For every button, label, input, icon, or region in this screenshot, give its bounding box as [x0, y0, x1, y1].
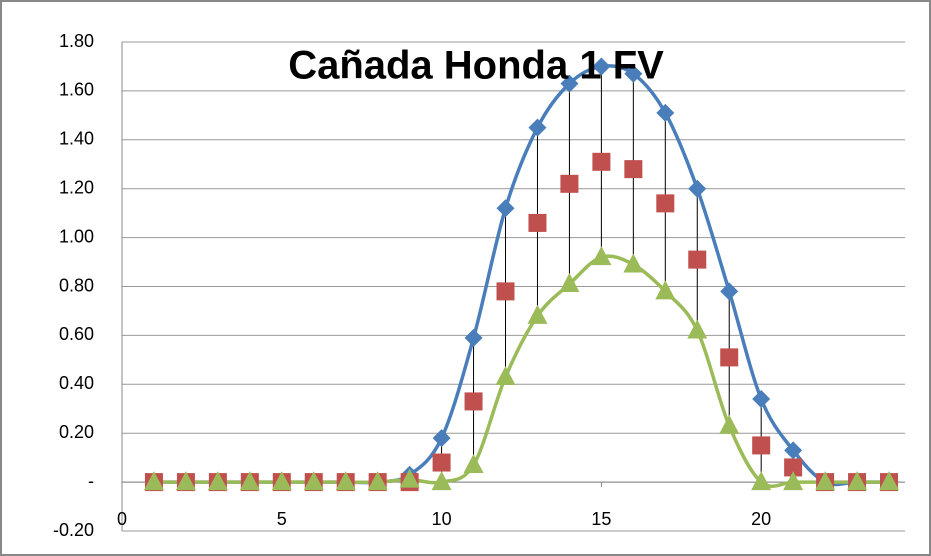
- marker: [783, 471, 804, 491]
- y-tick-label: 0.80: [59, 275, 94, 295]
- marker: [495, 365, 516, 385]
- marker: [496, 199, 515, 218]
- y-tick-label: 1.60: [59, 80, 94, 100]
- marker: [431, 471, 452, 491]
- marker: [432, 453, 451, 472]
- x-tick-label: 20: [751, 509, 771, 529]
- marker: [719, 414, 740, 434]
- y-tick-label: -0.20: [53, 520, 94, 540]
- marker: [720, 348, 739, 367]
- y-tick-label: -: [88, 471, 94, 491]
- marker: [175, 471, 196, 491]
- marker: [592, 152, 611, 171]
- marker: [528, 118, 547, 137]
- y-tick-label: 1.00: [59, 226, 94, 246]
- marker: [687, 319, 708, 339]
- marker: [784, 458, 803, 477]
- x-tick-label: 15: [591, 509, 611, 529]
- marker: [655, 280, 676, 300]
- marker: [656, 103, 675, 122]
- marker: [559, 273, 580, 293]
- marker: [623, 253, 644, 273]
- marker: [239, 471, 260, 491]
- marker: [624, 64, 643, 83]
- marker: [432, 429, 451, 448]
- marker: [592, 57, 611, 76]
- marker: [303, 471, 324, 491]
- marker: [464, 392, 483, 411]
- x-tick-label: 0: [117, 509, 127, 529]
- chart-title: Cañada Honda 1 FV: [288, 44, 664, 88]
- marker: [751, 471, 772, 491]
- marker: [752, 436, 771, 455]
- marker: [720, 282, 739, 301]
- marker: [688, 250, 707, 269]
- marker: [271, 471, 292, 491]
- marker: [143, 471, 164, 491]
- marker: [752, 389, 771, 408]
- marker: [527, 304, 548, 324]
- marker: [560, 174, 579, 193]
- marker: [847, 471, 868, 491]
- marker: [463, 453, 484, 473]
- y-tick-label: 0.60: [59, 324, 94, 344]
- y-tick-label: 1.80: [59, 31, 94, 51]
- marker: [367, 471, 388, 491]
- marker: [399, 468, 420, 488]
- y-tick-label: 1.40: [59, 129, 94, 149]
- marker: [335, 471, 356, 491]
- marker: [879, 471, 900, 491]
- marker: [207, 471, 228, 491]
- marker: [496, 282, 515, 301]
- y-tick-label: 0.20: [59, 422, 94, 442]
- marker: [528, 213, 547, 232]
- x-tick-label: 5: [277, 509, 287, 529]
- y-tick-label: 1.20: [59, 177, 94, 197]
- marker: [624, 160, 643, 179]
- y-tick-label: 0.40: [59, 373, 94, 393]
- marker: [464, 328, 483, 347]
- marker: [784, 441, 803, 460]
- marker: [591, 246, 612, 266]
- marker: [656, 194, 675, 213]
- x-tick-label: 10: [432, 509, 452, 529]
- marker: [815, 471, 836, 491]
- marker: [688, 179, 707, 198]
- marker: [560, 74, 579, 93]
